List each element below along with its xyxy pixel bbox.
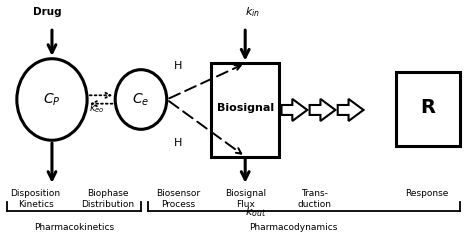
Polygon shape <box>337 99 364 121</box>
Text: Pharmacodynamics: Pharmacodynamics <box>249 223 337 232</box>
Polygon shape <box>310 99 336 121</box>
Text: Drug: Drug <box>33 7 62 17</box>
Bar <box>396 72 459 146</box>
Text: $k_{eo}$: $k_{eo}$ <box>89 101 104 114</box>
Text: Biosignal
Flux: Biosignal Flux <box>225 189 266 209</box>
Text: $k_{out}$: $k_{out}$ <box>246 205 267 219</box>
Text: H: H <box>174 137 182 148</box>
Bar <box>211 63 279 157</box>
Text: $C_P$: $C_P$ <box>43 91 61 108</box>
Text: $k_{in}$: $k_{in}$ <box>246 5 260 19</box>
Text: Pharmacokinetics: Pharmacokinetics <box>34 223 114 232</box>
Text: $C_e$: $C_e$ <box>132 91 150 108</box>
Text: R: R <box>420 98 436 117</box>
Text: H: H <box>174 61 182 71</box>
Polygon shape <box>282 99 307 121</box>
Text: Biosensor
Process: Biosensor Process <box>156 189 201 209</box>
Text: Response: Response <box>405 189 448 198</box>
Text: Biophase
Distribution: Biophase Distribution <box>82 189 135 209</box>
Text: Disposition
Kinetics: Disposition Kinetics <box>10 189 61 209</box>
Text: Biosignal: Biosignal <box>217 103 274 113</box>
Text: Trans-
duction: Trans- duction <box>297 189 331 209</box>
